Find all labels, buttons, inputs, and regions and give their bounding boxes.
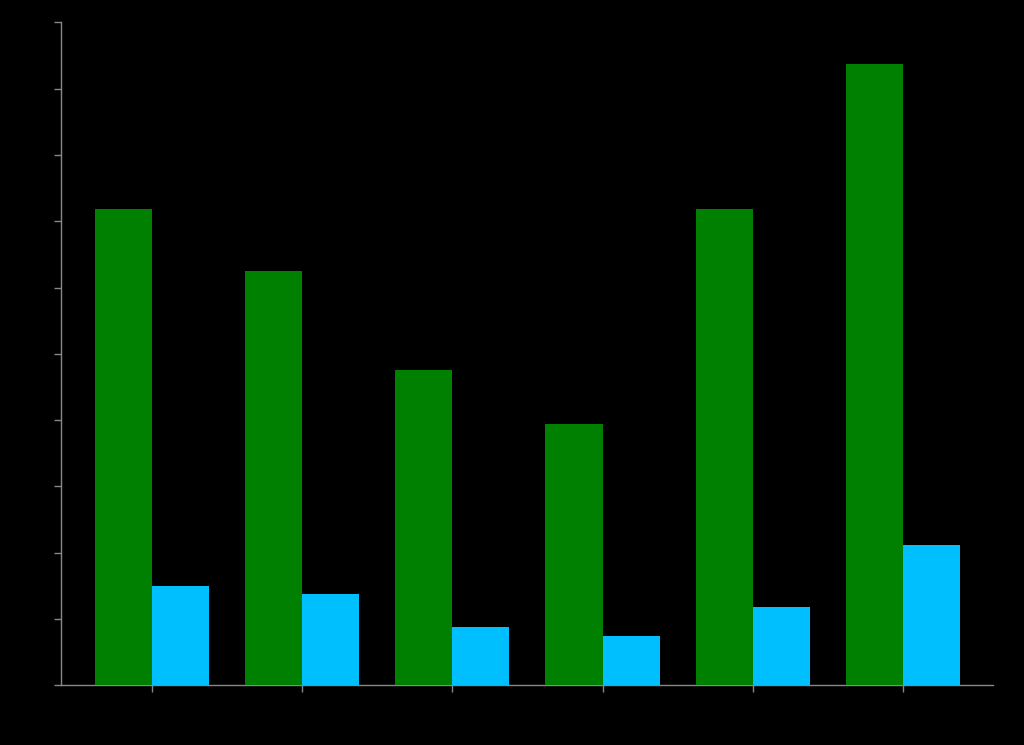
Bar [94, 209, 152, 685]
Bar [546, 425, 602, 685]
Bar [152, 586, 209, 685]
Bar [395, 370, 453, 685]
Bar [753, 606, 810, 685]
Bar [302, 595, 359, 685]
Bar [903, 545, 961, 685]
Bar [846, 64, 903, 685]
Bar [695, 209, 753, 685]
Bar [245, 271, 302, 685]
Bar [602, 635, 659, 685]
Bar [453, 627, 509, 685]
